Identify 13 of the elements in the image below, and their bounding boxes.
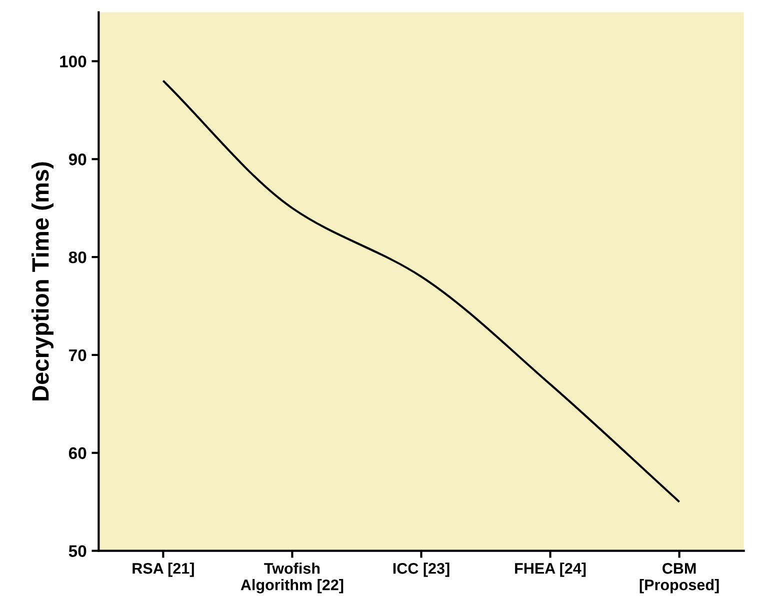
x-tick-label: CBM [Proposed] — [640, 563, 719, 594]
x-tick-label: ICC [23] — [393, 562, 450, 577]
x-tick-label: FHEA [24] — [515, 562, 586, 577]
x-tick-label: RSA [21] — [132, 562, 194, 577]
y-tick-label: 80 — [68, 251, 86, 264]
y-axis-title: Decryption Time (ms) — [31, 162, 54, 400]
y-tick-label: 100 — [60, 56, 86, 68]
y-tick-label: 90 — [68, 154, 86, 166]
line-series — [162, 80, 680, 503]
y-tick-label: 60 — [68, 447, 86, 460]
y-tick-label: 70 — [69, 349, 86, 362]
x-tick-label: Twofish Algorithm [22] — [240, 562, 344, 594]
y-tick-label: 50 — [68, 545, 86, 558]
